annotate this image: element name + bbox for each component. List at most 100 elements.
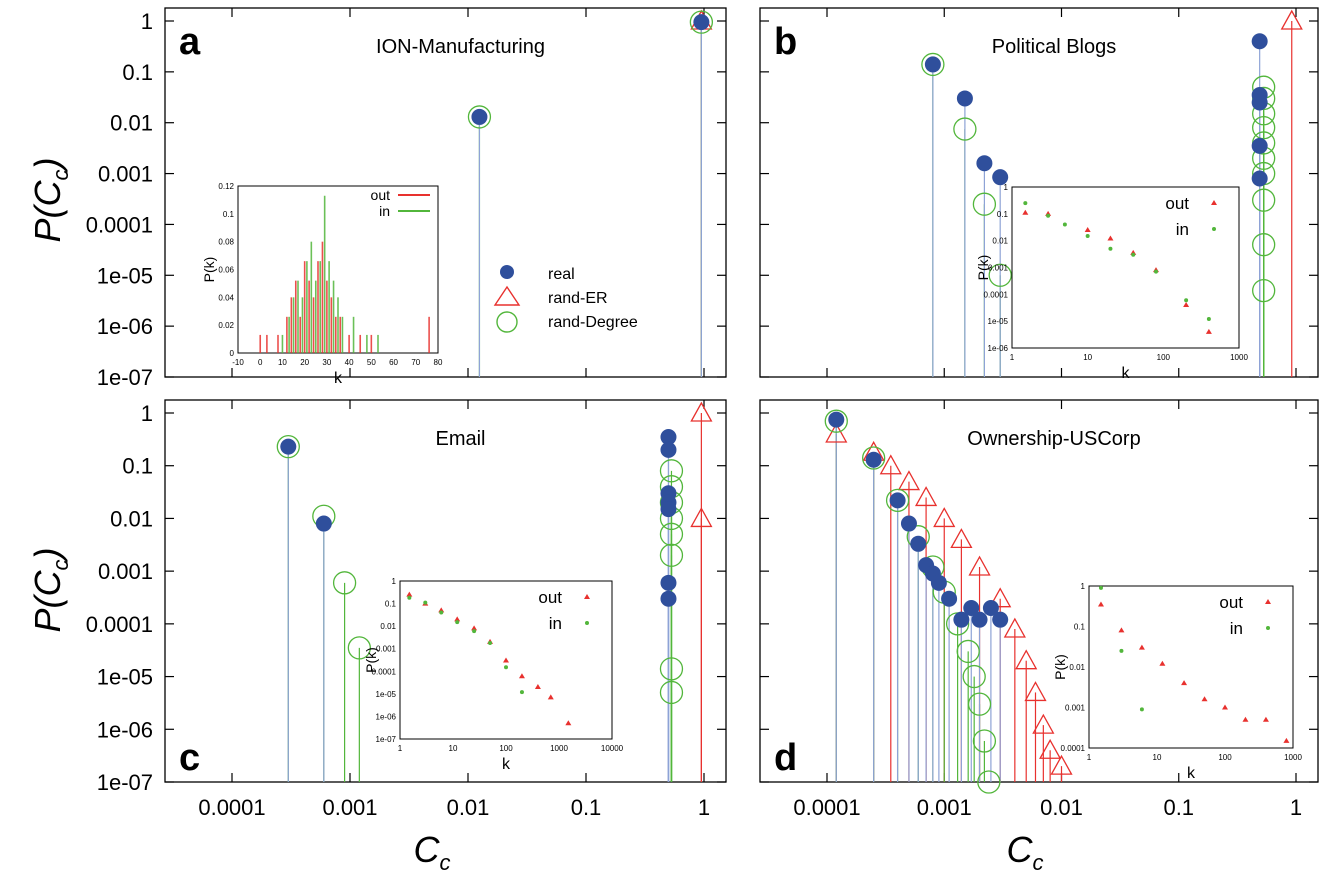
inset-y-tick-label: 0.001 — [376, 645, 397, 654]
y-tick-label: 1e-07 — [97, 770, 153, 795]
inset-point-out — [438, 607, 445, 613]
inset-x-tick-label: -10 — [232, 358, 244, 367]
inset-point-out — [534, 684, 541, 690]
y-tick-label: 0.0001 — [86, 612, 153, 637]
marker-real — [693, 14, 710, 31]
marker-rand-degree — [1252, 233, 1276, 257]
inset-x-tick-label: 80 — [434, 358, 443, 367]
inset-point-out — [1022, 209, 1029, 215]
legend-real-label: real — [548, 266, 575, 283]
inset-point-in — [504, 665, 508, 670]
inset-point-in — [519, 690, 524, 695]
marker-rand-er — [950, 528, 973, 549]
inset-y-tick-label: 1 — [392, 577, 397, 586]
inset-legend-label: in — [1230, 619, 1243, 638]
marker-rand-degree — [659, 543, 684, 567]
marker-real — [660, 501, 677, 518]
x-tick-label: 0.1 — [571, 795, 602, 820]
inset-x-tick-label: 1000 — [550, 744, 568, 753]
inset-point-out — [1097, 601, 1104, 607]
legend-real-marker — [500, 265, 514, 279]
inset-point-out — [1159, 660, 1166, 666]
marker-rand-er — [690, 401, 713, 422]
marker-rand-degree — [659, 657, 684, 681]
inset-c: P(k) k 1 10 100 1000 10000 1 0.1 0.01 0.001 0.0001 1… — [363, 577, 624, 773]
inset-point-in — [1119, 648, 1124, 653]
inset-y-tick-label: 1e-06 — [376, 712, 397, 721]
panel-frame — [759, 399, 1319, 783]
inset-y-tick-label: 0.1 — [997, 210, 1009, 219]
marker-real — [953, 611, 970, 628]
x-tick-label: 0.01 — [447, 795, 490, 820]
y-axis-label-top: P(Cc) — [27, 158, 73, 243]
marker-rand-degree — [689, 10, 714, 34]
inset-point-out — [1283, 737, 1290, 743]
inset-x-tick-label: 1 — [1087, 753, 1092, 762]
inset-xlabel: k — [502, 756, 511, 773]
marker-real — [982, 599, 999, 616]
svg-text:P(Cc): P(Cc) — [27, 548, 73, 633]
marker-rand-degree — [347, 636, 371, 660]
inset-point-in — [1206, 317, 1211, 322]
y-tick-label: 0.01 — [110, 506, 153, 531]
marker-rand-er — [690, 507, 713, 528]
inset-y-tick-label: 0.001 — [1065, 704, 1086, 713]
inset-a: P(k)k-10 0 10 20 30 40 50 60 70 8000.020.040.060.… — [201, 182, 443, 387]
inset-legend-swatch — [1212, 227, 1216, 231]
panel-b: Political Blogs b P(k) k 1 10 100 1000 1 0.1 0.01 0… — [759, 7, 1319, 382]
inset-point-out — [518, 673, 525, 679]
panel-title: Ownership-USCorp — [967, 428, 1140, 450]
marker-rand-er — [1015, 649, 1038, 670]
panel-letter: a — [179, 21, 201, 63]
inset-x-tick-label: 10 — [1153, 753, 1162, 762]
panel-d: 0.0001 0.001 0.01 0.1 1 Ownership-USCorp d P(k)… — [759, 399, 1319, 820]
inset-y-tick-label: 1e-07 — [376, 735, 397, 744]
inset-y-tick-label: 0.08 — [218, 238, 234, 247]
inset-ylabel: P(k) — [363, 647, 379, 673]
panel-frame — [164, 399, 727, 783]
marker-rand-degree — [659, 680, 684, 705]
x-tick-label: 0.1 — [1163, 795, 1194, 820]
inset-point-in — [439, 610, 444, 615]
marker-real — [976, 155, 993, 172]
inset-legend-label: out — [1165, 194, 1189, 213]
inset-ylabel: P(k) — [201, 257, 217, 283]
legend: real rand-ER rand-Degree — [493, 265, 638, 333]
inset-point-in — [1023, 201, 1028, 206]
panel-letter: d — [774, 737, 797, 779]
marker-real — [910, 535, 927, 552]
inset-y-tick-label: 0.001 — [988, 264, 1009, 273]
inset-y-tick-label: 0.0001 — [372, 667, 397, 676]
inset-point-out — [1222, 704, 1228, 710]
inset-y-tick-label: 0.12 — [218, 182, 234, 191]
marker-rand-er — [897, 470, 921, 491]
marker-rand-degree — [824, 409, 848, 433]
panel-letter: b — [774, 21, 797, 63]
marker-real — [865, 451, 882, 468]
inset-x-tick-label: 100 — [1218, 753, 1232, 762]
x-tick-label: 1 — [698, 795, 710, 820]
inset-x-tick-label: 1000 — [1284, 753, 1302, 762]
marker-real — [900, 515, 917, 532]
marker-rand-degree — [862, 446, 886, 470]
inset-point-out — [1107, 235, 1114, 241]
inset-frame — [1088, 585, 1294, 749]
marker-real — [828, 411, 845, 428]
inset-y-tick-label: 0.06 — [218, 266, 234, 275]
y-tick-label: 0.1 — [122, 454, 153, 479]
inset-x-tick-label: 100 — [499, 744, 513, 753]
inset-point-out — [503, 657, 509, 663]
inset-y-tick-label: 0.02 — [218, 321, 234, 330]
x-tick-label: 0.0001 — [198, 795, 265, 820]
marker-rand-er — [1039, 738, 1062, 759]
inset-point-out — [1205, 328, 1212, 334]
inset-point-in — [1062, 222, 1067, 227]
inset-y-tick-label: 0.04 — [218, 293, 234, 302]
inset-point-out — [1262, 716, 1269, 722]
y-tick-label: 1e-05 — [97, 263, 153, 288]
marker-real — [280, 438, 297, 455]
inset-point-in — [488, 640, 493, 645]
marker-real — [992, 169, 1009, 186]
inset-x-tick-label: 70 — [411, 358, 420, 367]
marker-rand-er — [1280, 9, 1303, 30]
